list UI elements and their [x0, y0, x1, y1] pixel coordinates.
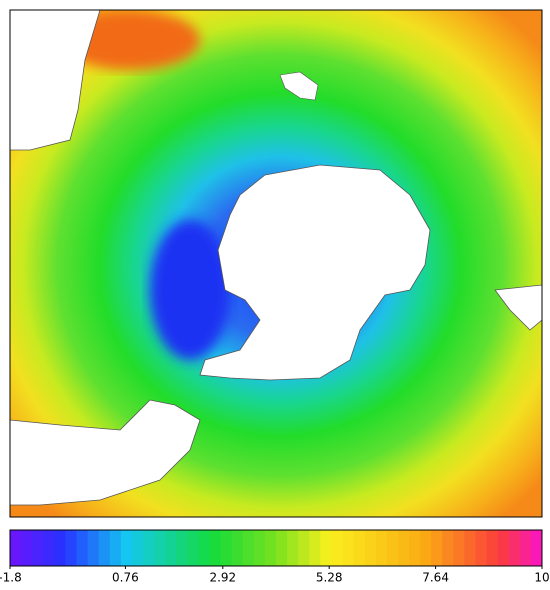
cold-patch	[150, 220, 230, 360]
colorbar-swatch	[409, 530, 421, 566]
colorbar-swatch	[397, 530, 410, 566]
colorbar-tick-label: 7.64	[422, 571, 449, 585]
colorbar-swatch	[264, 530, 277, 566]
colorbar-swatch	[364, 530, 377, 566]
colorbar-swatch	[154, 530, 166, 566]
colorbar-swatch	[165, 530, 177, 566]
colorbar-swatch	[486, 530, 499, 566]
colorbar-swatch	[43, 530, 55, 566]
colorbar-swatch	[475, 530, 488, 566]
colorbar-swatch	[10, 530, 22, 566]
colorbar-swatch	[120, 530, 133, 566]
colorbar-tick-label: -1.8	[0, 571, 22, 585]
colorbar-tick-label: 2.92	[209, 571, 236, 585]
colorbar-swatch	[65, 530, 77, 566]
colorbar-swatch	[109, 530, 122, 566]
colorbar-swatch	[342, 530, 355, 566]
colorbar-swatch	[32, 530, 44, 566]
colorbar-swatch	[54, 530, 66, 566]
landmass	[10, 399, 201, 506]
colorbar-swatch	[76, 530, 89, 566]
colorbar-swatch	[98, 530, 111, 566]
colorbar-swatch	[442, 530, 454, 566]
colorbar-swatch	[420, 530, 432, 566]
colorbar-tick-label: 0.76	[112, 571, 139, 585]
island	[279, 71, 319, 101]
colorbar-swatch	[375, 530, 388, 566]
colorbar-swatch	[21, 530, 33, 566]
colorbar-swatch	[143, 530, 155, 566]
colorbar-swatch	[131, 530, 144, 566]
map-frame	[9, 9, 543, 518]
colorbar-swatch	[320, 530, 332, 566]
colorbar-tick-label: 10	[534, 571, 549, 585]
antarctica	[199, 164, 431, 381]
colorbar-swatch	[87, 530, 100, 566]
colorbar-swatch	[464, 530, 476, 566]
colorbar-swatch	[276, 530, 288, 566]
colorbar-swatch	[431, 530, 443, 566]
colorbar-swatch	[242, 530, 255, 566]
colorbar-swatch	[508, 530, 521, 566]
colorbar-swatch	[453, 530, 465, 566]
colorbar-swatch	[386, 530, 399, 566]
colorbar-swatch	[353, 530, 366, 566]
map-area	[10, 10, 542, 517]
colorbar: -1.8 0.76 2.92 5.28 7.64 10	[0, 530, 550, 585]
colorbar-swatch	[287, 530, 299, 566]
colorbar-swatch	[209, 530, 222, 566]
colorbar-tick-label: 5.28	[316, 571, 343, 585]
landmass	[10, 10, 101, 151]
colorbar-swatch	[519, 530, 532, 566]
landmass	[494, 284, 542, 331]
colorbar-swatch	[309, 530, 321, 566]
colorbar-swatch	[530, 530, 543, 566]
colorbar-swatch	[331, 530, 343, 566]
colorbar-swatch	[298, 530, 310, 566]
colorbar-swatch	[198, 530, 210, 566]
colorbar-swatch	[497, 530, 510, 566]
colorbar-swatch	[253, 530, 266, 566]
colorbar-swatch	[220, 530, 233, 566]
colorbar-swatch	[231, 530, 244, 566]
colorbar-frame	[9, 529, 543, 567]
colorbar-swatch	[176, 530, 188, 566]
colorbar-swatch	[187, 530, 199, 566]
